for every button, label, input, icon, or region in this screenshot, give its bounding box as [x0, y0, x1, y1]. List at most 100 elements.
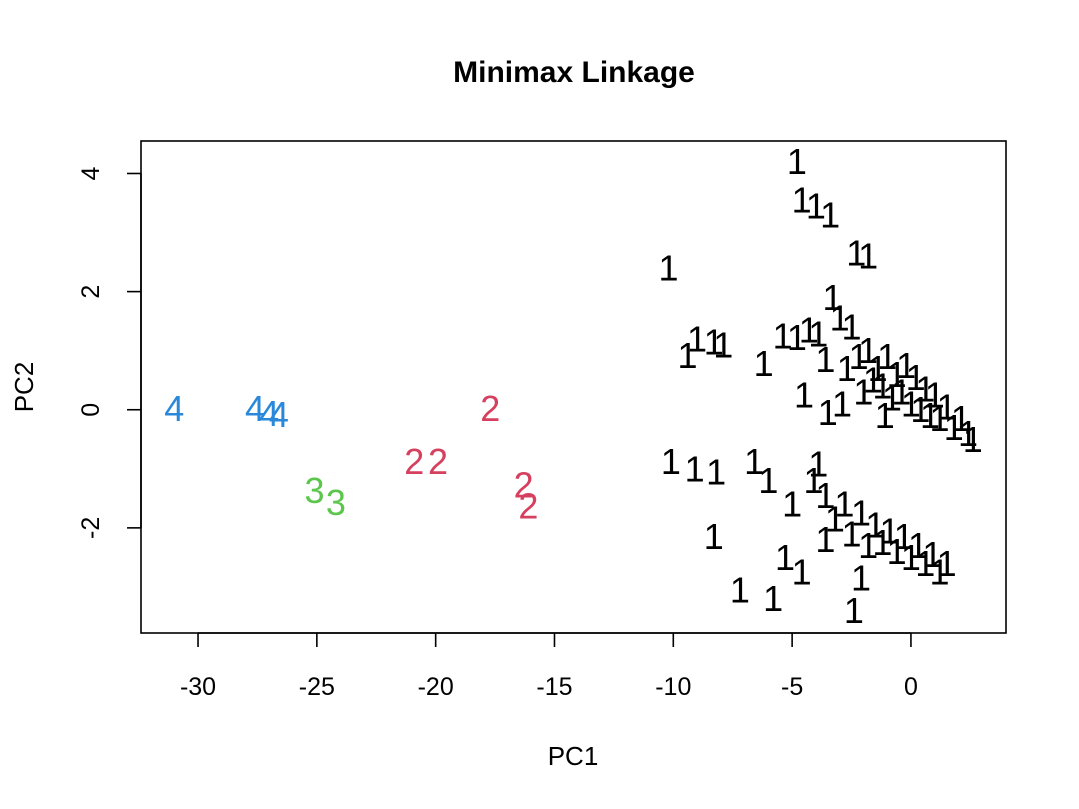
y-axis: -2 0 2 4 [77, 166, 142, 539]
cluster-1-point: 1 [837, 348, 857, 389]
cluster-1-point: 1 [792, 180, 812, 221]
cluster-1-point: 1 [958, 413, 978, 454]
cluster-1-point: 1 [815, 475, 835, 516]
cluster-1-point: 1 [794, 374, 814, 415]
cluster-1-point: 1 [882, 377, 902, 418]
cluster-1-point: 1 [842, 307, 862, 348]
cluster-4-point: 4 [245, 388, 265, 429]
cluster-1-point: 1 [808, 444, 828, 485]
cluster-4-point: 4 [164, 388, 184, 429]
cluster-1-point: 1 [706, 451, 726, 492]
cluster-1-point: 1 [872, 522, 892, 563]
cluster-1-point: 1 [775, 537, 795, 578]
cluster-1-point: 1 [865, 504, 885, 545]
cluster-1-point: 1 [929, 398, 949, 439]
cluster-1-point: 1 [846, 233, 866, 274]
cluster-1-point: 1 [806, 185, 826, 226]
cluster-1-point: 1 [823, 277, 843, 318]
cluster-1-point: 1 [744, 441, 764, 482]
cluster-1-point: 1 [915, 369, 935, 410]
cluster-4-point: 4 [259, 393, 279, 434]
cluster-1-point: 1 [920, 395, 940, 436]
cluster-1-point: 1 [872, 366, 892, 407]
cluster-1-point: 1 [963, 419, 983, 460]
cluster-1-point: 1 [929, 552, 949, 593]
cluster-1-point: 1 [894, 516, 914, 557]
cluster-1-point: 1 [944, 407, 964, 448]
cluster-1-point: 1 [730, 569, 750, 610]
x-tick-label: -30 [180, 673, 216, 701]
y-tick-label: 2 [77, 285, 105, 299]
cluster-1-point: 1 [887, 354, 907, 395]
x-axis-title: PC1 [548, 741, 599, 771]
cluster-1-point: 1 [808, 314, 828, 355]
cluster-1-point: 1 [851, 493, 871, 534]
y-tick-label: 0 [77, 403, 105, 417]
cluster-1-point: 1 [787, 317, 807, 358]
cluster-1-point: 1 [704, 321, 724, 362]
cluster-1-point: 1 [896, 345, 916, 386]
cluster-1-point: 1 [858, 236, 878, 277]
cluster-1-point: 1 [880, 510, 900, 551]
cluster-1-point: 1 [906, 357, 926, 398]
cluster-4-point: 4 [269, 394, 289, 435]
cluster-1-point: 1 [815, 519, 835, 560]
cluster-1-point: 1 [832, 383, 852, 424]
cluster-1-point: 1 [659, 247, 679, 288]
cluster-2-point: 2 [404, 441, 424, 482]
cluster-1-point: 1 [834, 484, 854, 525]
cluster-1-point: 1 [815, 339, 835, 380]
cluster-1-point: 1 [910, 389, 930, 430]
cluster-2-point: 2 [480, 388, 500, 429]
cluster-1-point: 1 [858, 525, 878, 566]
cluster-1-point: 1 [678, 335, 698, 376]
x-tick-label: -20 [418, 673, 454, 701]
x-tick-label: -5 [781, 673, 803, 701]
x-axis: -30 -25 -20 -15 -10 -5 0 [180, 632, 918, 701]
cluster-1-point: 1 [844, 590, 864, 631]
cluster-1-point: 1 [851, 558, 871, 599]
x-tick-label: -25 [299, 673, 335, 701]
cluster-1-point: 1 [754, 343, 774, 384]
cluster-1-point: 1 [937, 543, 957, 584]
cluster-1-point: 1 [763, 578, 783, 619]
cluster-1-point: 1 [951, 398, 971, 439]
cluster-1-point: 1 [687, 318, 707, 359]
x-tick-label: 0 [904, 673, 918, 701]
cluster-1-point: 1 [792, 552, 812, 593]
x-tick-label: -15 [536, 673, 572, 701]
cluster-1-point: 1 [887, 531, 907, 572]
y-axis-title: PC2 [9, 362, 39, 413]
cluster-1-point: 1 [818, 392, 838, 433]
cluster-1-point: 1 [925, 374, 945, 415]
cluster-1-point: 1 [782, 484, 802, 525]
cluster-1-point: 1 [901, 383, 921, 424]
cluster-1-point: 1 [685, 448, 705, 489]
cluster-1-point: 1 [799, 310, 819, 351]
y-tick-label: 4 [77, 166, 105, 180]
cluster-1-point: 1 [853, 372, 873, 413]
cluster-1-point: 1 [915, 543, 935, 584]
cluster-1-point: 1 [787, 141, 807, 182]
cluster-2-point: 2 [428, 441, 448, 482]
cluster-1-point: 1 [773, 315, 793, 356]
cluster-1-point: 1 [858, 330, 878, 371]
cluster-2-point: 2 [518, 486, 538, 527]
cluster-1-point: 1 [713, 324, 733, 365]
cluster-1-point: 1 [820, 194, 840, 235]
cluster-1-point: 1 [661, 441, 681, 482]
cluster-1-point: 1 [825, 499, 845, 540]
cluster-1-point: 1 [842, 513, 862, 554]
cluster-1-point: 1 [758, 460, 778, 501]
cluster-1-point: 1 [901, 537, 921, 578]
cluster-1-point: 1 [704, 516, 724, 557]
cluster-3-point: 3 [326, 482, 346, 523]
x-tick-label: -10 [655, 673, 691, 701]
cluster-1-point: 1 [891, 372, 911, 413]
cluster-1-point: 1 [849, 336, 869, 377]
cluster-3-point: 3 [304, 470, 324, 511]
cluster-1-point: 1 [863, 360, 883, 401]
cluster-2-point: 2 [514, 464, 534, 505]
